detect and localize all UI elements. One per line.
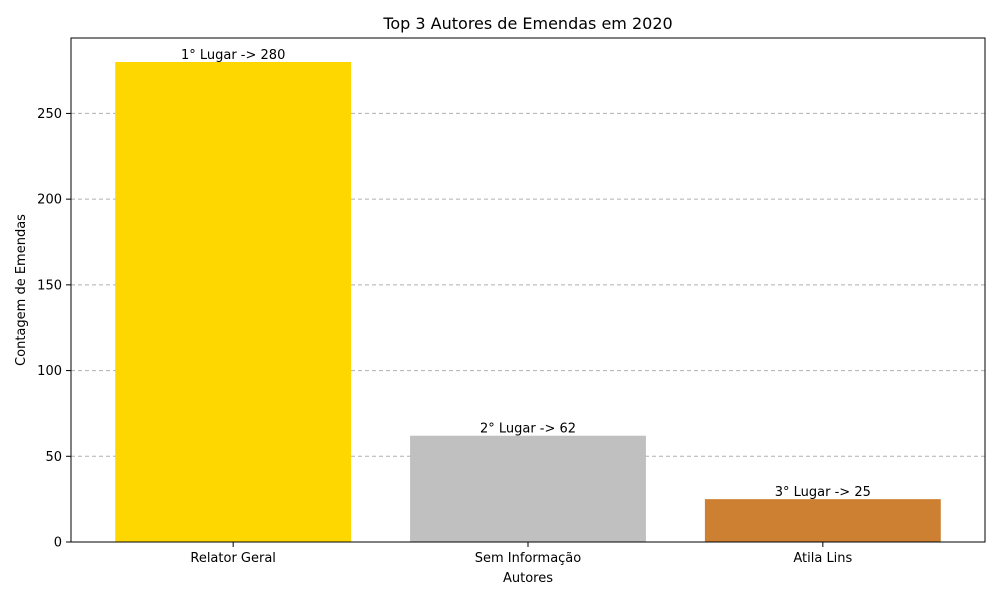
y-axis-label: Contagem de Emendas xyxy=(14,214,29,366)
bars xyxy=(115,62,941,542)
bar-value-labels: 1° Lugar -> 280 2° Lugar -> 62 3° Lugar ->… xyxy=(181,48,871,500)
y-tick-label: 200 xyxy=(37,193,62,208)
x-axis-ticks: Relator Geral Sem Informação Atila Lins xyxy=(190,542,853,566)
y-tick-label: 150 xyxy=(37,278,62,293)
x-tick-label: Atila Lins xyxy=(793,551,852,566)
chart-title: Top 3 Autores de Emendas em 2020 xyxy=(382,14,672,33)
bar-value-label: 1° Lugar -> 280 xyxy=(181,48,285,63)
y-tick-label: 50 xyxy=(45,450,62,465)
x-tick-label: Relator Geral xyxy=(190,551,276,566)
bar-1 xyxy=(115,62,352,542)
x-axis-label: Autores xyxy=(503,571,553,586)
bar-value-label: 3° Lugar -> 25 xyxy=(775,485,871,500)
y-tick-label: 0 xyxy=(54,536,62,551)
y-axis-ticks: 0 50 100 150 200 250 xyxy=(37,107,71,551)
bar-3 xyxy=(704,499,941,542)
bar-2 xyxy=(410,435,646,542)
y-tick-label: 250 xyxy=(37,107,62,122)
y-tick-label: 100 xyxy=(37,364,62,379)
x-tick-label: Sem Informação xyxy=(475,551,582,566)
bar-value-label: 2° Lugar -> 62 xyxy=(480,422,576,437)
